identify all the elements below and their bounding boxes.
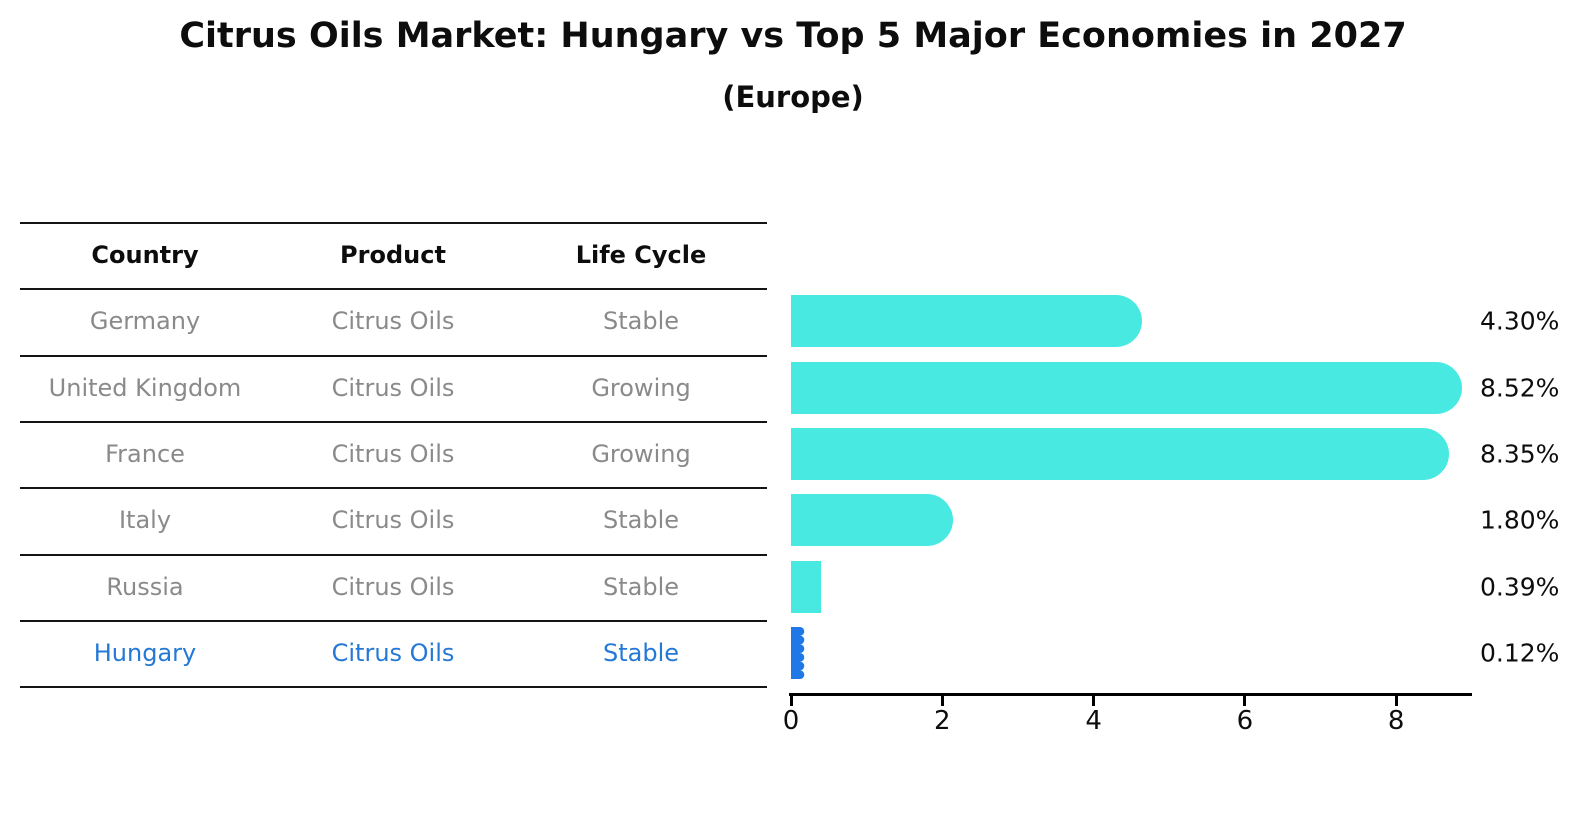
- cell-country: France: [105, 440, 185, 469]
- cell-product: Citrus Oils: [331, 373, 455, 402]
- row-divider: [20, 619, 767, 622]
- x-axis-tick: [1394, 695, 1398, 706]
- x-axis-tick-label: 2: [934, 706, 951, 736]
- cell-country: Hungary: [93, 638, 197, 667]
- cell-lifecycle: Stable: [602, 638, 680, 667]
- table-top-border: [20, 222, 767, 224]
- x-axis-tick: [940, 695, 944, 706]
- bar: [791, 295, 1143, 348]
- cell-lifecycle: Stable: [602, 572, 680, 601]
- row-divider: [20, 553, 767, 556]
- row-divider: [20, 420, 767, 423]
- cell-product: Citrus Oils: [331, 638, 455, 667]
- bar: [791, 428, 1449, 481]
- cell-product: Citrus Oils: [331, 307, 455, 336]
- x-axis-tick-label: 6: [1236, 706, 1254, 736]
- value-label: 1.80%: [1480, 505, 1560, 535]
- value-label: 8.35%: [1480, 439, 1560, 469]
- x-axis-tick-label: 0: [782, 706, 800, 736]
- cell-product: Citrus Oils: [331, 572, 455, 601]
- cell-product: Citrus Oils: [331, 506, 455, 535]
- value-label: 8.52%: [1480, 373, 1560, 403]
- x-axis-tick-label: 8: [1387, 706, 1405, 736]
- cell-lifecycle: Stable: [602, 307, 680, 336]
- cell-country: Italy: [118, 506, 172, 535]
- chart-subtitle: (Europe): [722, 80, 864, 114]
- cell-country: Russia: [106, 572, 184, 601]
- column-header: Product: [340, 241, 446, 270]
- x-axis-tick-label: 4: [1085, 706, 1102, 736]
- cell-product: Citrus Oils: [331, 440, 455, 469]
- x-axis-line: [789, 693, 1472, 696]
- cell-lifecycle: Stable: [602, 506, 680, 535]
- chart-title: Citrus Oils Market: Hungary vs Top 5 Maj…: [179, 16, 1407, 56]
- cell-lifecycle: Growing: [591, 373, 691, 402]
- row-divider: [20, 487, 767, 490]
- cell-lifecycle: Growing: [591, 440, 691, 469]
- bar: [791, 361, 1462, 414]
- highlight-bar: [791, 626, 805, 679]
- x-axis-tick: [1092, 695, 1096, 706]
- value-label: 0.12%: [1480, 638, 1560, 668]
- value-label: 4.30%: [1480, 306, 1560, 336]
- value-label: 0.39%: [1480, 572, 1560, 602]
- bar: [791, 494, 954, 547]
- cell-country: Germany: [89, 307, 201, 336]
- cell-country: United Kingdom: [48, 373, 242, 402]
- column-header: Life Cycle: [575, 241, 707, 270]
- row-divider: [20, 288, 767, 291]
- column-header: Country: [91, 241, 199, 270]
- x-axis-tick: [789, 695, 793, 706]
- bar: [791, 560, 821, 613]
- row-divider: [20, 354, 767, 357]
- row-divider: [20, 686, 767, 689]
- x-axis-tick: [1243, 695, 1247, 706]
